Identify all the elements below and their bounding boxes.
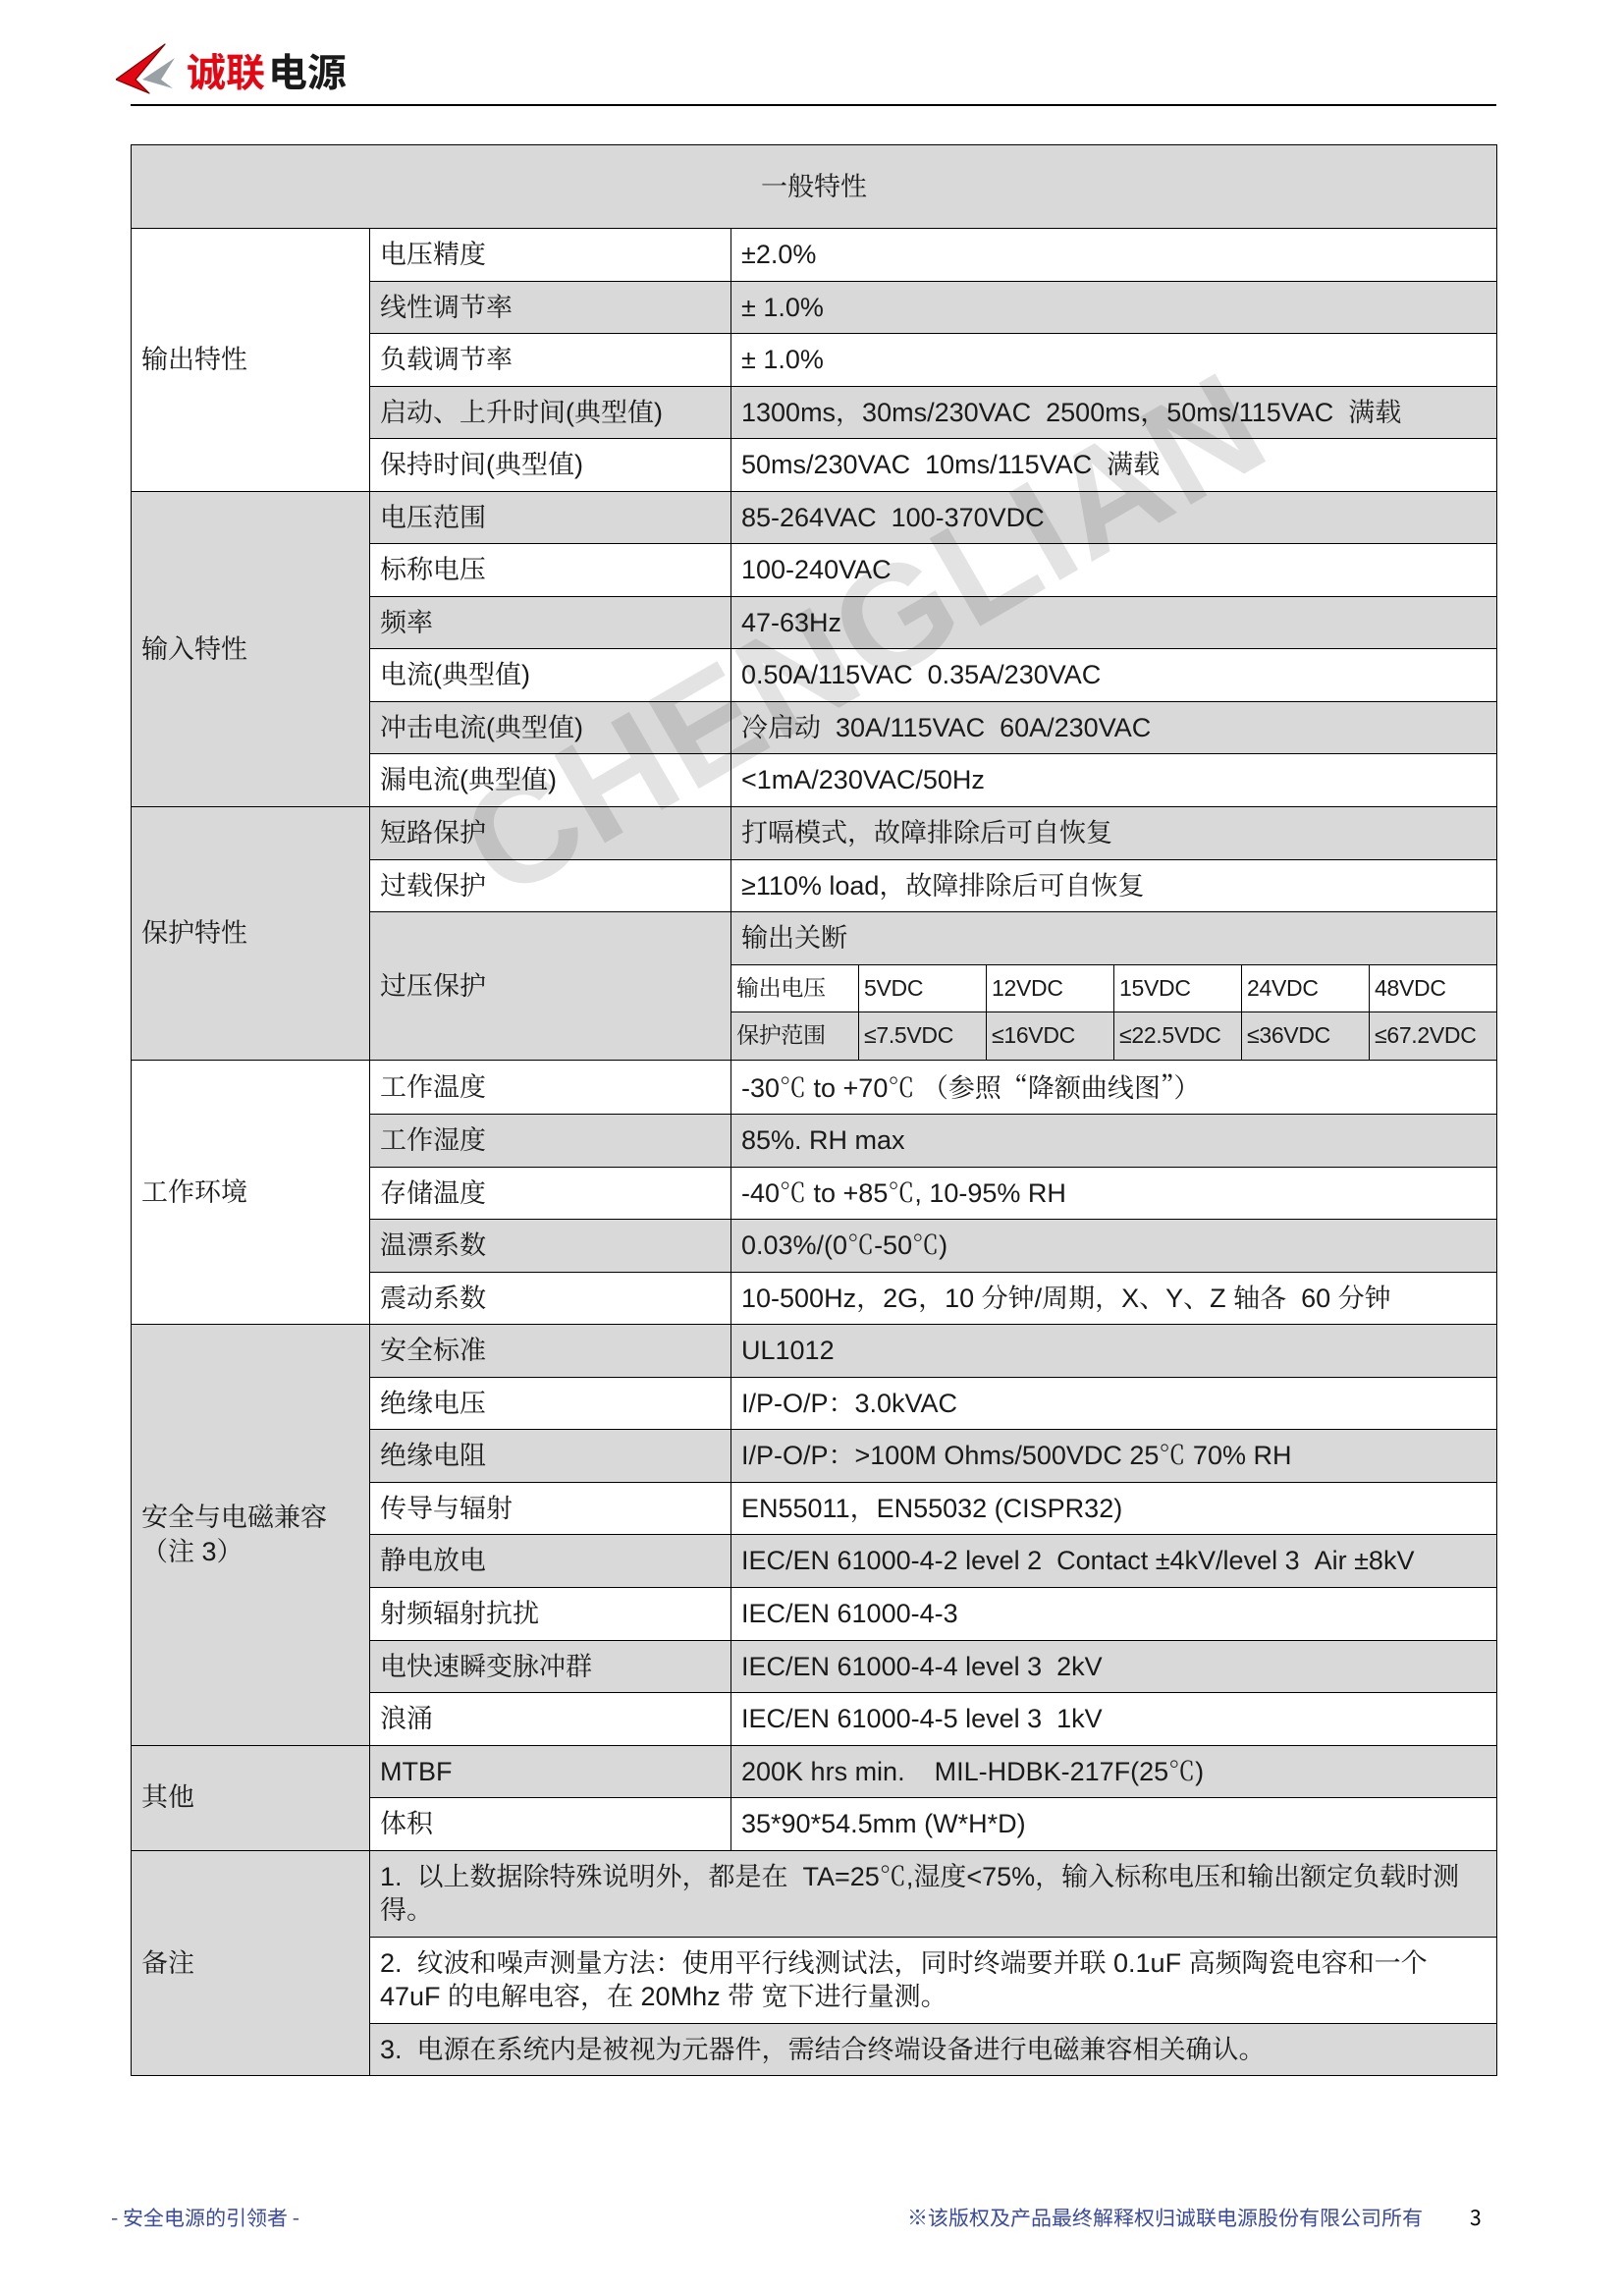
svg-text:诚联: 诚联 — [187, 41, 265, 98]
svg-text:电源: 电源 — [268, 41, 347, 98]
